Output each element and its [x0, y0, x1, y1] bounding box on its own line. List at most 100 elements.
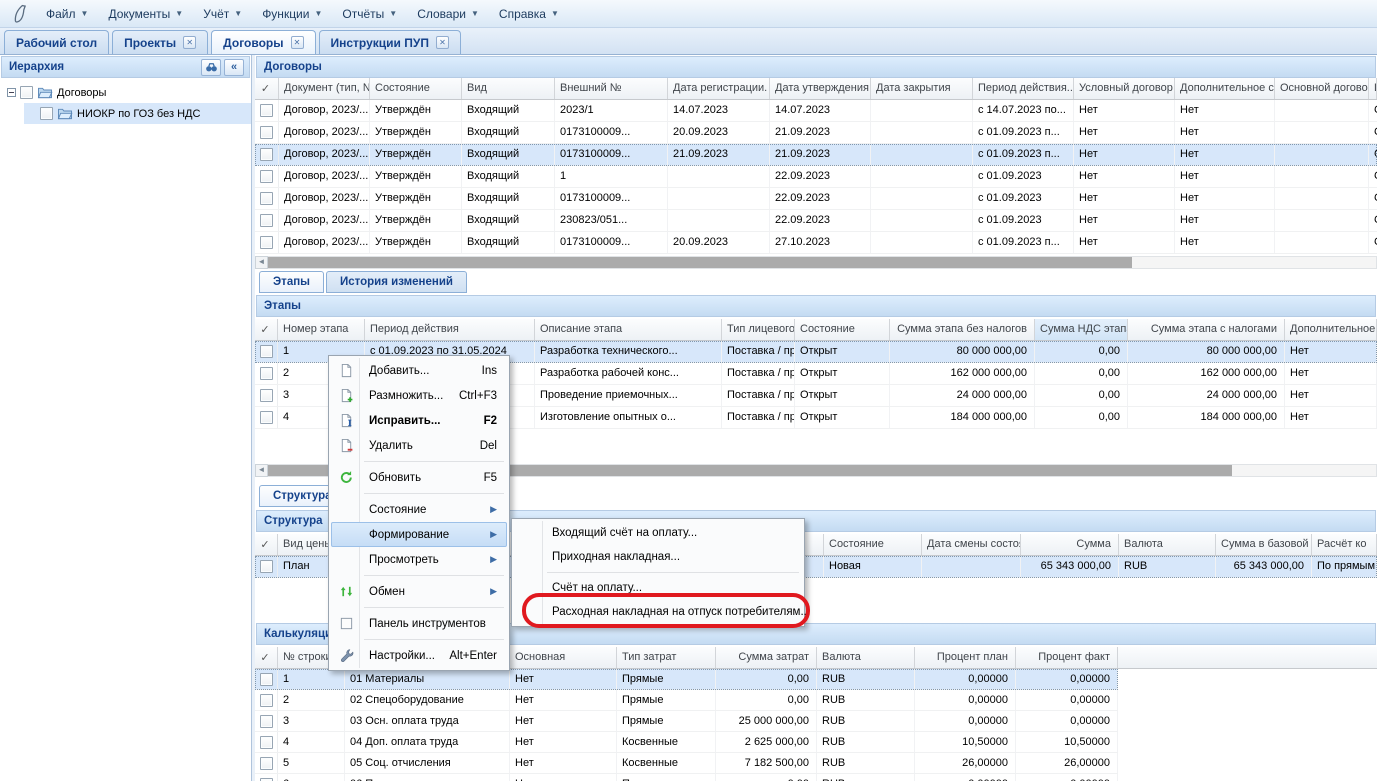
- column-header-5[interactable]: Сумма затрат: [716, 647, 817, 668]
- table-cell[interactable]: 6: [278, 774, 345, 781]
- column-header-6[interactable]: Дата утверждения: [770, 78, 871, 99]
- row-checkbox[interactable]: [259, 735, 273, 749]
- table-cell[interactable]: 05 Соц. отчисления: [345, 753, 510, 773]
- table-cell[interactable]: С: [1369, 166, 1377, 187]
- table-cell[interactable]: Нет: [1074, 188, 1175, 209]
- table-cell[interactable]: Входящий: [462, 188, 555, 209]
- column-header-7[interactable]: Сумма в базовой в: [1216, 534, 1312, 555]
- column-header-5[interactable]: Состояние: [795, 319, 890, 340]
- column-header-0[interactable]: ✓: [255, 78, 279, 99]
- column-header-2[interactable]: Период действия: [365, 319, 535, 340]
- column-header-7[interactable]: Дата закрытия: [871, 78, 973, 99]
- column-header-2[interactable]: Состояние: [370, 78, 462, 99]
- table-cell[interactable]: С: [1369, 210, 1377, 231]
- table-cell[interactable]: Поставка / про...: [722, 407, 795, 428]
- table-cell[interactable]: 0,00000: [1016, 669, 1118, 689]
- table-cell[interactable]: Проведение приемочных...: [535, 385, 722, 406]
- table-cell[interactable]: [871, 144, 973, 165]
- table-cell[interactable]: RUB: [817, 732, 915, 752]
- row-checkbox[interactable]: [259, 756, 273, 770]
- table-row[interactable]: Договор, 2023/... Утверждён Входящий 230823…: [255, 210, 1377, 232]
- table-cell[interactable]: [1275, 144, 1369, 165]
- table-cell[interactable]: Поставка / про...: [722, 385, 795, 406]
- tree-item-1[interactable]: НИОКР по ГОЗ без НДС: [24, 103, 251, 124]
- submenu-item-1[interactable]: Приходная накладная...: [514, 545, 802, 569]
- menubar-item-4[interactable]: Отчёты ▼: [332, 2, 407, 26]
- table-cell[interactable]: [668, 166, 770, 187]
- table-cell[interactable]: 24 000 000,00: [1128, 385, 1285, 406]
- table-cell[interactable]: Нет: [1285, 385, 1377, 406]
- context-menu-item-2[interactable]: Исправить... F2: [331, 408, 507, 433]
- table-cell[interactable]: Нет: [1074, 122, 1175, 143]
- tree-checkbox[interactable]: [40, 107, 53, 120]
- table-row[interactable]: Договор, 2023/... Утверждён Входящий 017310…: [255, 144, 1377, 166]
- column-header-0[interactable]: ✓: [255, 647, 278, 668]
- row-checkbox[interactable]: [259, 345, 273, 358]
- table-cell[interactable]: Утверждён: [370, 166, 462, 187]
- table-cell[interactable]: RUB: [817, 753, 915, 773]
- row-checkbox[interactable]: [259, 777, 273, 781]
- table-cell[interactable]: 22.09.2023: [770, 188, 871, 209]
- row-checkbox[interactable]: [260, 104, 273, 117]
- table-cell[interactable]: 26,00000: [915, 753, 1016, 773]
- table-row[interactable]: 2 02 Спецоборудование Нет Прямые 0,00 RUB 0,00…: [255, 690, 1118, 711]
- scroll-left-icon[interactable]: ◄: [255, 256, 268, 269]
- table-cell[interactable]: Нет: [1074, 144, 1175, 165]
- table-cell[interactable]: Нет: [510, 711, 617, 731]
- table-cell[interactable]: Входящий: [462, 210, 555, 231]
- table-cell[interactable]: 14.07.2023: [668, 100, 770, 121]
- table-cell[interactable]: 0173100009...: [555, 232, 668, 253]
- main-tab-2[interactable]: Договоры ✕: [211, 30, 316, 54]
- table-cell[interactable]: Входящий: [462, 232, 555, 253]
- table-cell[interactable]: с 01.09.2023: [973, 210, 1074, 231]
- column-header-8[interactable]: Процент факт: [1016, 647, 1118, 668]
- table-cell[interactable]: Открыт: [795, 363, 890, 384]
- table-cell[interactable]: Нет: [1285, 341, 1377, 362]
- table-cell[interactable]: 0,00: [1035, 385, 1128, 406]
- table-cell[interactable]: Нет: [1074, 210, 1175, 231]
- table-cell[interactable]: 0,00000: [1016, 690, 1118, 710]
- menubar-item-1[interactable]: Документы ▼: [98, 2, 193, 26]
- table-cell[interactable]: 0,00000: [1016, 711, 1118, 731]
- table-cell[interactable]: 03 Осн. оплата труда: [345, 711, 510, 731]
- tree-expander-icon[interactable]: [7, 88, 16, 97]
- table-cell[interactable]: 0173100009...: [555, 144, 668, 165]
- column-header-2[interactable]: [480, 534, 824, 555]
- table-cell[interactable]: [871, 232, 973, 253]
- table-cell[interactable]: С: [1369, 188, 1377, 209]
- column-header-3[interactable]: Описание этапа: [535, 319, 722, 340]
- table-cell[interactable]: Открыт: [795, 407, 890, 428]
- table-row[interactable]: Договор, 2023/... Утверждён Входящий 2023/1…: [255, 100, 1377, 122]
- table-cell[interactable]: 2: [278, 690, 345, 710]
- table-cell[interactable]: Нет: [1175, 210, 1275, 231]
- table-cell[interactable]: с 14.07.2023 по...: [973, 100, 1074, 121]
- tab-close-icon[interactable]: ✕: [435, 36, 449, 49]
- table-cell[interactable]: Нет: [1175, 232, 1275, 253]
- tab-close-icon[interactable]: ✕: [290, 36, 304, 49]
- table-cell[interactable]: 7 182 500,00: [716, 753, 817, 773]
- table-cell[interactable]: 0173100009...: [555, 122, 668, 143]
- column-header-0[interactable]: ✓: [255, 319, 278, 340]
- table-cell[interactable]: [480, 556, 824, 577]
- table-cell[interactable]: Входящий: [462, 166, 555, 187]
- table-cell[interactable]: RUB: [817, 669, 915, 689]
- stages-tab-0[interactable]: Этапы: [259, 271, 324, 293]
- table-cell[interactable]: Нет: [1175, 100, 1275, 121]
- table-cell[interactable]: RUB: [817, 690, 915, 710]
- scroll-thumb[interactable]: [268, 257, 1133, 268]
- column-header-7[interactable]: Сумма НДС этапа: [1035, 319, 1128, 340]
- table-cell[interactable]: Прямые: [617, 774, 716, 781]
- h-scrollbar[interactable]: ◄: [255, 464, 1377, 477]
- column-header-4[interactable]: Тип затрат: [617, 647, 716, 668]
- table-cell[interactable]: Разработка технического...: [535, 341, 722, 362]
- table-cell[interactable]: 0,00: [1035, 407, 1128, 428]
- row-checkbox[interactable]: [259, 367, 273, 380]
- table-cell[interactable]: 80 000 000,00: [890, 341, 1035, 362]
- table-row[interactable]: 3с 01.06.2024 по 31.03.2025Проведение пр…: [255, 385, 1377, 407]
- collapse-sidebar-icon[interactable]: «: [224, 58, 244, 76]
- tree-item-0[interactable]: Договоры: [4, 82, 251, 103]
- table-cell[interactable]: [871, 100, 973, 121]
- table-cell[interactable]: 0,00000: [915, 711, 1016, 731]
- context-menu-item-11[interactable]: Обмен ▶: [331, 579, 507, 604]
